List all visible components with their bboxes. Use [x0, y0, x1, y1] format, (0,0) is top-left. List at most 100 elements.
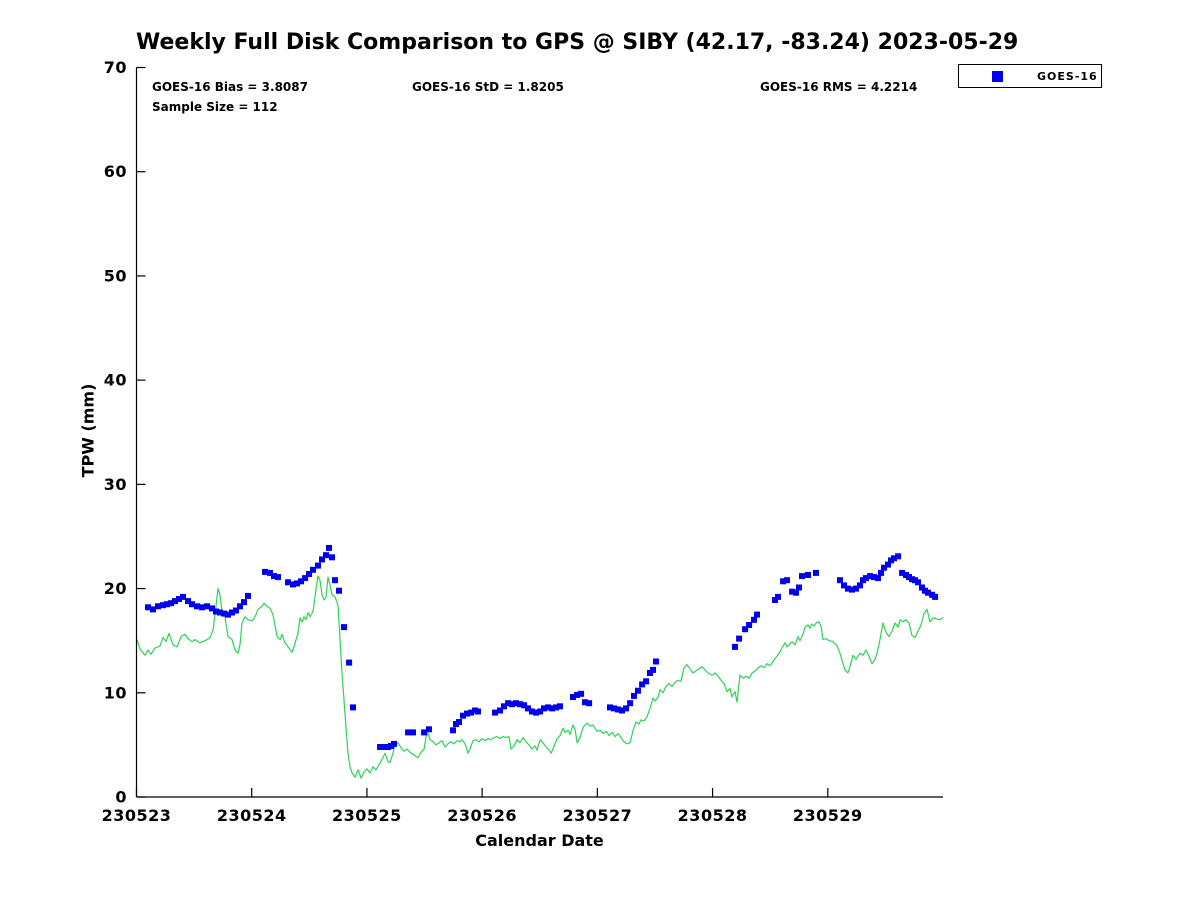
goes16-point — [895, 553, 902, 560]
goes16-point — [799, 573, 805, 580]
goes16-point — [332, 577, 338, 584]
goes16-point — [145, 604, 151, 611]
goes16-point — [639, 681, 646, 688]
goes16-point — [796, 584, 802, 591]
y-tick-label: 10 — [104, 683, 127, 702]
goes16-point — [553, 704, 560, 711]
goes16-point — [732, 643, 738, 650]
goes16-point — [323, 552, 329, 559]
goes16-point — [881, 564, 887, 571]
goes16-point — [537, 708, 544, 715]
goes16-point — [885, 561, 891, 568]
goes16-point — [517, 701, 523, 708]
goes16-point — [213, 608, 219, 615]
goes16-point — [204, 603, 210, 610]
goes16-point — [533, 709, 540, 716]
goes16-point — [410, 729, 416, 736]
goes16-point — [557, 703, 563, 710]
goes16-point — [176, 596, 182, 602]
goes16-point — [326, 544, 332, 551]
goes16-point — [813, 569, 819, 576]
goes16-point — [329, 554, 335, 561]
goes16-point — [549, 705, 556, 712]
goes16-point — [194, 603, 200, 610]
x-tick-label: 230525 — [332, 806, 402, 825]
goes16-point — [421, 729, 428, 736]
goes16-point — [623, 705, 629, 712]
goes16-point — [513, 700, 519, 707]
goes16-point — [844, 585, 851, 592]
goes16-point — [209, 605, 215, 612]
goes16-point — [341, 624, 347, 631]
goes16-point — [185, 598, 191, 605]
goes16-point — [849, 586, 855, 593]
goes16-point — [619, 707, 625, 714]
gps-line — [136, 575, 944, 779]
stat-rms: GOES-16 RMS = 4.2214 — [760, 80, 918, 94]
y-tick-label: 70 — [104, 58, 127, 77]
goes16-point — [180, 593, 186, 600]
goes16-point — [233, 607, 239, 614]
goes16-point — [754, 611, 760, 618]
stat-bias: GOES-16 Bias = 3.8087 — [152, 80, 308, 94]
goes16-point — [863, 575, 869, 582]
stat-std: GOES-16 StD = 1.8205 — [412, 80, 564, 94]
goes16-point — [793, 589, 799, 596]
goes16-point — [643, 678, 650, 685]
goes16-point — [241, 599, 247, 606]
goes16-point — [751, 616, 757, 623]
goes16-point — [647, 670, 653, 676]
legend-label-goes16: GOES-16 — [1037, 69, 1098, 83]
goes16-point — [867, 573, 874, 580]
goes16-point — [780, 578, 787, 585]
goes16-point — [391, 740, 397, 747]
x-tick-label: 230526 — [447, 806, 517, 825]
goes16-point — [915, 579, 921, 586]
goes16-point — [529, 708, 535, 715]
goes16-point — [607, 704, 613, 711]
goes16-point — [405, 729, 412, 736]
goes16-point — [586, 700, 593, 707]
goes16-point — [302, 575, 309, 582]
goes16-point — [891, 555, 897, 562]
goes16-point — [350, 704, 356, 711]
goes16-point — [275, 574, 281, 581]
goes16-point — [217, 609, 223, 616]
goes16-point — [267, 569, 273, 576]
goes16-point — [164, 601, 170, 608]
goes16-point — [932, 593, 939, 600]
goes16-point — [578, 690, 585, 697]
goes16-point — [319, 556, 325, 563]
legend-box: GOES-16 — [958, 64, 1102, 88]
goes16-point — [315, 562, 321, 569]
goes16-point — [509, 701, 515, 708]
goes16-point — [853, 585, 859, 592]
goes16-point — [189, 601, 195, 608]
chart-title: Weekly Full Disk Comparison to GPS @ SIB… — [136, 30, 1019, 55]
x-tick-label: 230529 — [793, 806, 863, 825]
goes16-point — [631, 692, 637, 699]
goes16-point — [925, 589, 931, 596]
y-tick-label: 20 — [104, 579, 127, 598]
goes16-point — [570, 694, 576, 700]
y-axis-label: TPW (mm) — [78, 383, 98, 478]
y-tick-label: 50 — [104, 266, 127, 285]
goes16-point — [468, 709, 475, 716]
goes16-point — [857, 582, 863, 589]
goes16-point — [841, 582, 847, 589]
goes16-point — [456, 719, 462, 725]
goes16-point — [837, 577, 843, 584]
goes16-point — [460, 712, 466, 719]
goes16-point — [521, 702, 528, 709]
goes16-point — [574, 691, 581, 698]
y-tick-label: 30 — [104, 475, 127, 494]
goes16-point — [150, 606, 156, 613]
goes16-point — [775, 593, 781, 600]
goes16-point — [426, 726, 432, 733]
goes16-point — [464, 710, 470, 717]
goes16-point — [501, 703, 507, 710]
goes16-point — [262, 568, 268, 575]
goes16-point — [346, 659, 353, 666]
goes16-point — [582, 699, 588, 706]
